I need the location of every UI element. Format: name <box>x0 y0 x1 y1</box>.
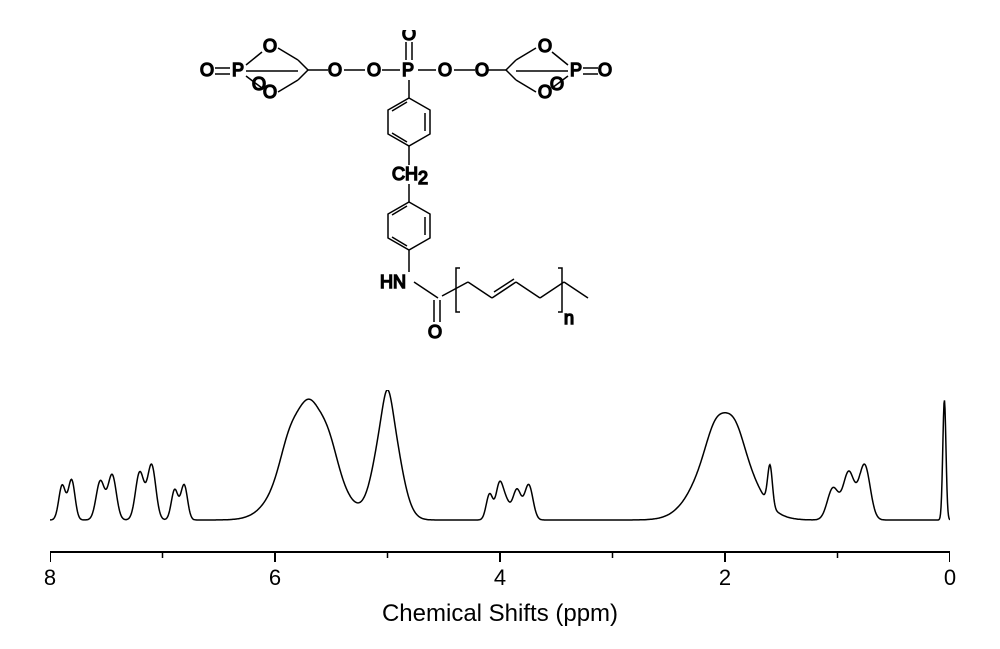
svg-text:O: O <box>200 60 214 80</box>
svg-text:O: O <box>367 60 381 80</box>
svg-text:O: O <box>438 60 452 80</box>
svg-text:O: O <box>538 36 552 56</box>
nmr-spectrum <box>50 390 950 540</box>
svg-text:O: O <box>263 36 277 56</box>
tick-label: 6 <box>269 565 281 591</box>
svg-text:HN: HN <box>380 272 406 292</box>
svg-text:P: P <box>232 60 244 80</box>
tick-label: 4 <box>494 565 506 591</box>
central-phosphate: O O P O O O <box>328 30 489 98</box>
svg-text:CH: CH <box>392 164 418 184</box>
svg-text:O: O <box>263 82 277 102</box>
svg-text:P: P <box>570 60 582 80</box>
svg-text:O: O <box>402 30 416 44</box>
svg-text:O: O <box>598 60 612 80</box>
benzene-bottom <box>388 202 430 250</box>
tick-label: 8 <box>44 565 56 591</box>
molecule-svg: O P O O O <box>200 30 650 410</box>
tick-label: 2 <box>719 565 731 591</box>
right-pepa-cage: O P O O O <box>486 36 612 102</box>
svg-text:n: n <box>564 308 574 328</box>
svg-text:O: O <box>475 60 489 80</box>
molecular-structure: O P O O O <box>200 30 650 410</box>
benzene-top <box>388 98 430 146</box>
svg-text:O: O <box>428 322 442 342</box>
svg-text:2: 2 <box>418 168 428 188</box>
svg-text:O: O <box>328 60 342 80</box>
tick-label: 0 <box>944 565 956 591</box>
svg-text:P: P <box>402 60 414 80</box>
svg-text:O: O <box>538 82 552 102</box>
nmr-figure: O P O O O <box>20 20 980 629</box>
left-pepa-cage: O P O O O <box>200 36 328 102</box>
x-axis-label: Chemical Shifts (ppm) <box>20 600 980 628</box>
